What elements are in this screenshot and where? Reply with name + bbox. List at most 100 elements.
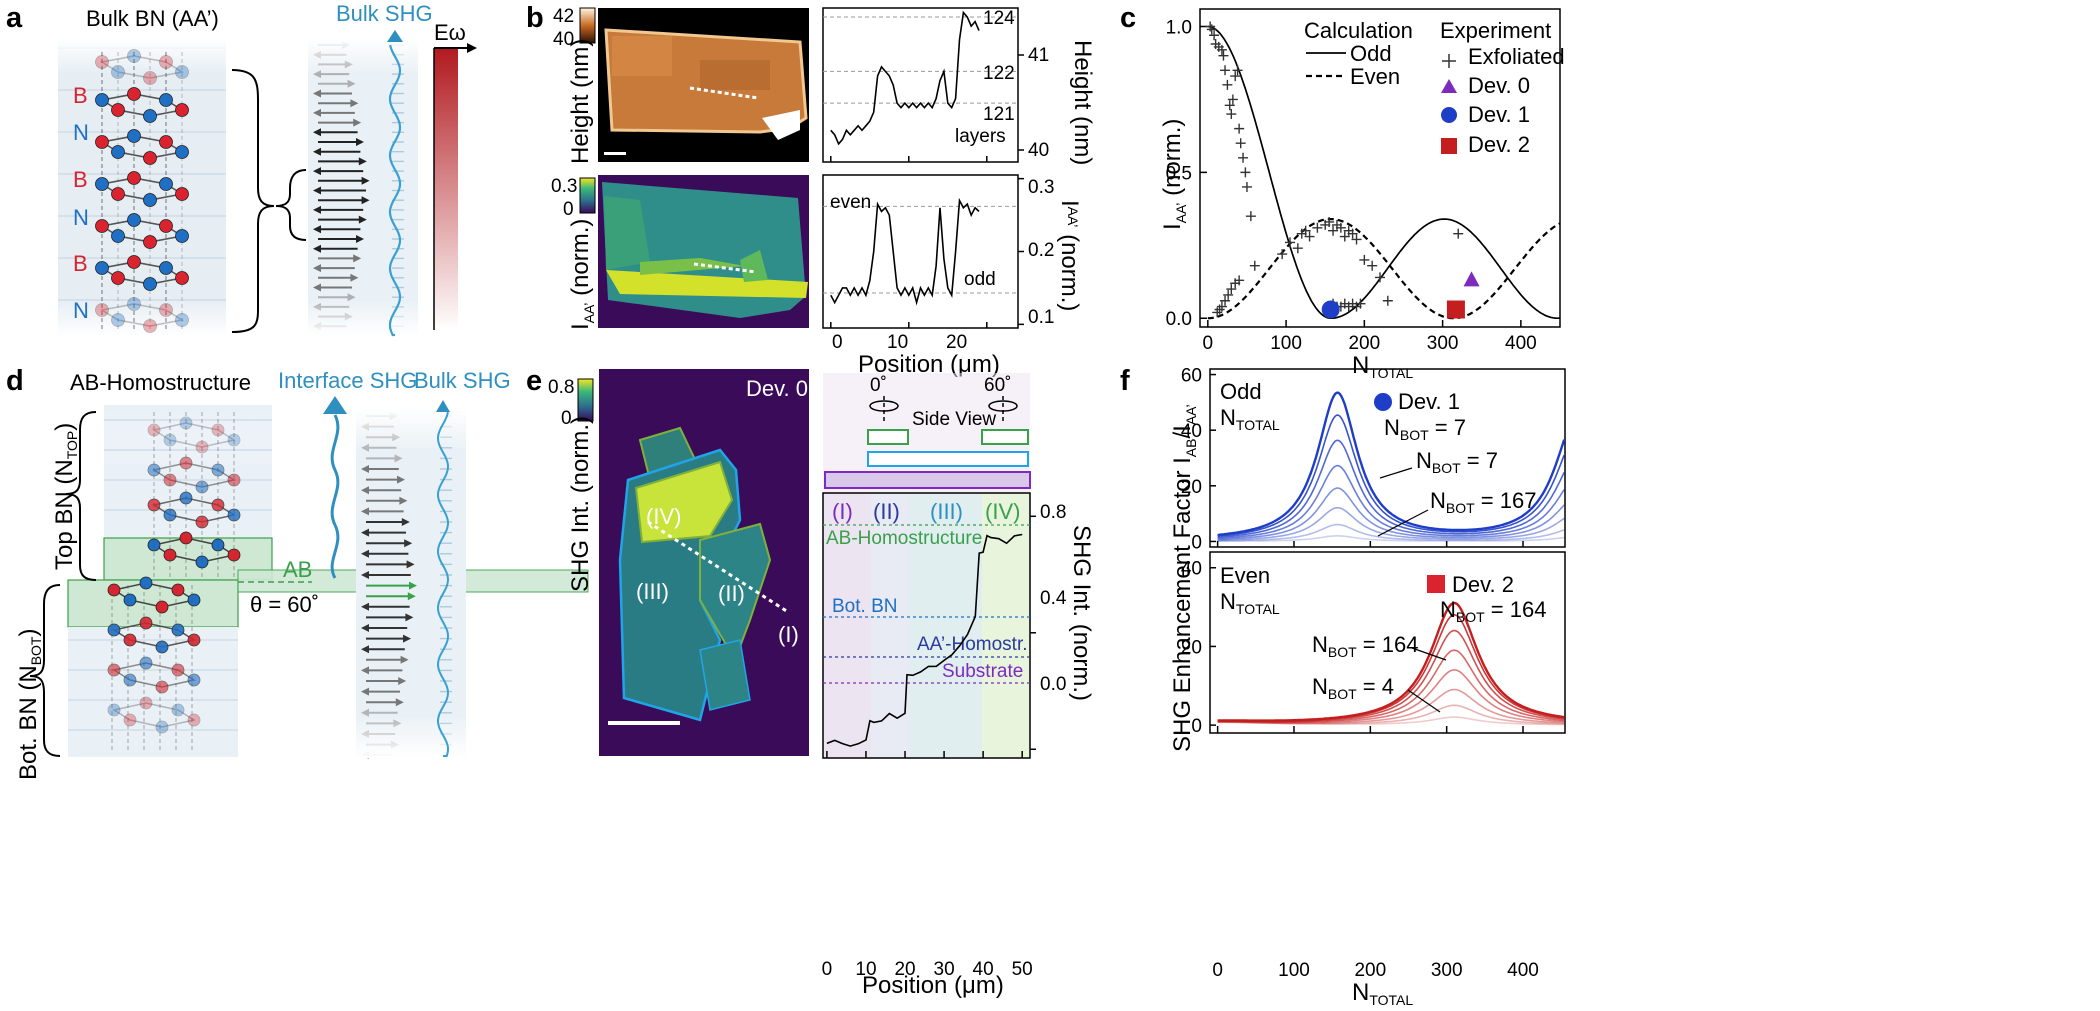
boron-atom (175, 271, 189, 285)
x-tick-label: 0 (822, 959, 833, 980)
nitrogen-atom (95, 177, 109, 191)
region-label: (III) (930, 499, 963, 524)
nitrogen-atom (127, 213, 141, 227)
nitrogen-atom (111, 229, 125, 243)
arrow-right-icon (467, 43, 477, 53)
layer-count-annotation: 122 (983, 63, 1015, 84)
bracket (275, 169, 307, 241)
layer-label-n: N (73, 205, 89, 230)
nitrogen-atom (155, 720, 169, 734)
leader-line (1411, 647, 1447, 661)
x-tick-label: 300 (1427, 333, 1459, 354)
nitrogen-atom (143, 193, 157, 207)
boron-atom (155, 600, 169, 614)
layer-count-annotation: layers (955, 126, 1006, 147)
height-trace (830, 10, 980, 146)
ab-label: AB (283, 557, 312, 582)
exfoliated-point (1367, 260, 1378, 271)
enhancement-curve-even (1217, 669, 1565, 724)
shg-colorbar (577, 378, 594, 422)
y-tick-label: 0.1 (1028, 307, 1054, 328)
exfoliated-point (1382, 295, 1393, 306)
y-tick-label: 60 (1181, 366, 1202, 387)
panel-label-d: d (6, 365, 24, 397)
dev2-marker (1427, 575, 1445, 593)
layer-count-annotation: 124 (983, 8, 1015, 29)
exfoliated-point (1227, 94, 1238, 105)
y-axis-label: IAA’ (norm.) (1159, 119, 1189, 230)
nitrogen-atom (127, 49, 141, 63)
iaa-profile-plot: even odd 0.3 0.2 0.1 IAA’ (norm.) 0 10 2… (822, 174, 1083, 378)
nitrogen-atom (171, 703, 185, 717)
legend-dev2-marker (1441, 138, 1457, 154)
legend-entry: Odd (1350, 41, 1392, 66)
enhancement-curve-odd (1217, 464, 1565, 539)
boron-atom (127, 171, 141, 185)
legend-exfoliated-marker (1442, 54, 1456, 68)
exfoliated-point (1238, 152, 1249, 163)
boron-atom (123, 633, 137, 647)
nitrogen-atom (123, 673, 137, 687)
arrow-up-icon (436, 400, 450, 412)
panel-c: c 0 100 200 300 400 0.0 0.5 1.0 Calculation Odd… (1120, 2, 1565, 381)
bracket (231, 69, 275, 333)
panel-e: e 0.8 0 SHG Int. (norm.) Dev. 0 (IV) (II… (526, 365, 1095, 999)
x-tick-label: 300 (1431, 960, 1463, 981)
angle-label: 60˚ (984, 375, 1011, 396)
hexagon-ring (99, 303, 185, 327)
nitrogen-atom (111, 313, 125, 327)
bot-bn-label: Bot. BN (NBOT) (15, 629, 44, 780)
nitrogen-atom (111, 145, 125, 159)
enhancement-curve-odd (1217, 391, 1566, 537)
region-label: (I) (832, 499, 853, 524)
nitrogen-atom (95, 261, 109, 275)
x-tick-label: 0 (832, 332, 843, 353)
x-tick-label: 20 (946, 332, 967, 353)
enhancement-curve-even (1217, 613, 1565, 722)
plot-frame-even (1209, 551, 1566, 734)
exfoliated-point (1375, 272, 1385, 283)
bn-lattice (95, 49, 189, 333)
region-label: (III) (636, 579, 669, 604)
colorbar-tick: 0.3 (551, 176, 577, 197)
boron-atom (175, 187, 189, 201)
level-label: AB-Homostructure (826, 528, 982, 549)
y-tick-label: 1.0 (1166, 18, 1192, 39)
dev0-point (1463, 271, 1480, 287)
y-tick-label: 0 (1191, 716, 1202, 737)
exfoliated-point (1453, 228, 1464, 239)
enhancement-curve-even (1217, 716, 1565, 726)
legend-entry: Dev. 2 (1468, 132, 1530, 157)
exfoliated-point (1339, 231, 1350, 242)
height-axis-label: Height (nm) (567, 39, 594, 164)
region-label: (II) (718, 581, 745, 606)
plot-frame (1199, 8, 1561, 328)
y-tick-label: 20 (1181, 637, 1202, 658)
y-axis-label: IAA’ (norm.) (1056, 200, 1083, 311)
level-label: AA’-Homostr. (917, 634, 1028, 655)
nitrogen-atom (139, 656, 153, 670)
x-tick-label: 400 (1505, 333, 1537, 354)
legend-entry: Dev. 1 (1468, 102, 1530, 127)
nitrogen-atom (175, 65, 189, 79)
nitrogen-atom (127, 297, 141, 311)
legend-title: Experiment (1440, 18, 1551, 43)
exfoliated-point (1218, 50, 1229, 61)
nitrogen-atom (127, 129, 141, 143)
boron-atom (107, 663, 121, 677)
x-tick-label: 100 (1278, 960, 1310, 981)
dev1-nbot-label: NBOT = 7 (1384, 415, 1466, 443)
layer-label-b: B (73, 167, 88, 192)
interface-shg-label: Interface SHG (278, 368, 417, 393)
shg-trace (826, 533, 1023, 747)
y-tick-label: 0.3 (1028, 177, 1054, 198)
even-subtitle: NTOTAL (1220, 589, 1280, 617)
bulk-shg-column (308, 38, 418, 336)
x-tick-label: 200 (1354, 960, 1386, 981)
leader-line (1407, 689, 1441, 713)
colorbar-tick: 0 (563, 199, 574, 220)
x-tick-label: 10 (887, 332, 908, 353)
enhancement-curve-odd (1217, 523, 1565, 542)
bracket (29, 584, 61, 757)
colorbar-tick: 0.8 (548, 377, 574, 398)
